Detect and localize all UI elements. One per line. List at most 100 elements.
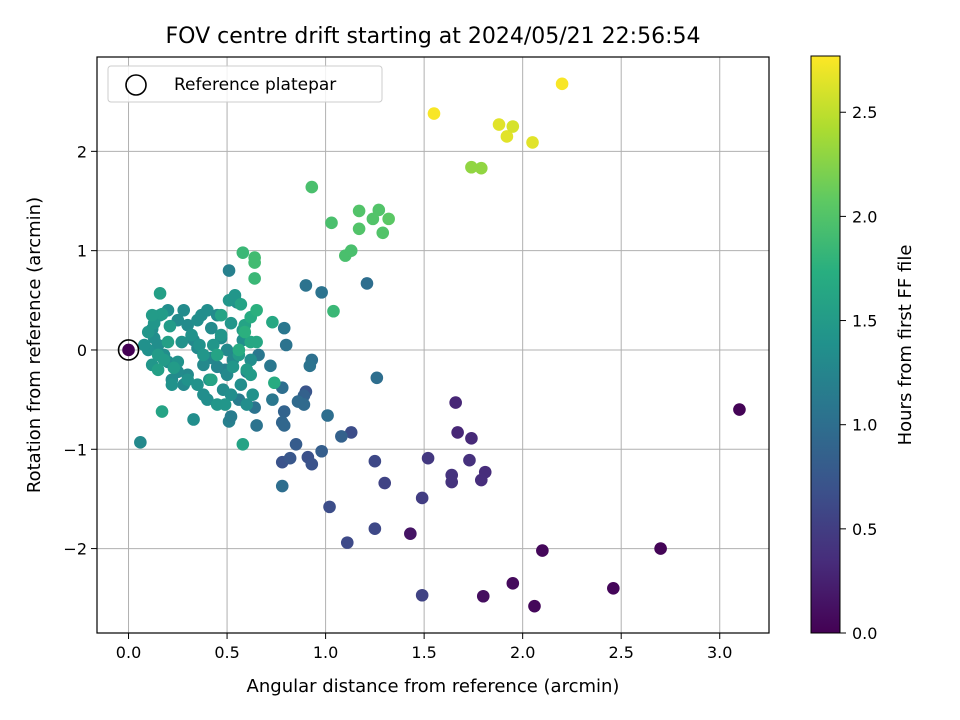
y-tick-label: 2	[77, 142, 87, 161]
x-tick-label: 1.0	[313, 643, 338, 662]
scatter-point	[368, 522, 382, 536]
colorbar-tick-label: 0.5	[852, 520, 877, 539]
scatter-point	[264, 359, 277, 373]
scatter-point	[352, 204, 366, 218]
scatter-point	[268, 376, 281, 390]
scatter-point	[191, 378, 204, 392]
x-tick-label: 3.0	[707, 643, 732, 662]
scatter-point	[275, 479, 289, 493]
scatter-point	[427, 107, 441, 120]
colorbar-tick-label: 1.5	[852, 312, 877, 331]
scatter-point	[474, 161, 488, 175]
scatter-point	[654, 542, 667, 555]
scatter-point	[246, 388, 259, 401]
scatter-point	[323, 500, 336, 514]
scatter-point	[449, 396, 462, 409]
scatter-point	[165, 378, 179, 392]
y-tick-label: −1	[63, 440, 87, 459]
scatter-point	[201, 393, 214, 406]
scatter-point	[315, 444, 328, 458]
scatter-point	[344, 426, 358, 439]
scatter-point	[141, 325, 155, 339]
legend: Reference platepar	[107, 65, 383, 103]
scatter-point	[303, 359, 317, 373]
scatter-point	[155, 307, 169, 321]
scatter-point	[366, 212, 380, 226]
scatter-point	[474, 473, 488, 487]
scatter-point	[289, 438, 303, 451]
scatter-point	[214, 328, 228, 342]
scatter-point	[240, 398, 254, 411]
scatter-point	[248, 272, 261, 285]
scatter-point	[224, 410, 238, 423]
scatter-point	[421, 451, 435, 465]
scatter-point	[218, 398, 232, 411]
scatter-point	[167, 361, 181, 375]
scatter-point	[197, 358, 210, 372]
scatter-point	[555, 77, 569, 91]
colorbar-tick-label: 0.0	[852, 624, 877, 643]
legend-box	[107, 65, 383, 103]
scatter-point	[234, 378, 248, 392]
reference-point	[122, 343, 135, 357]
scatter-point	[232, 343, 246, 357]
scatter-point	[201, 303, 214, 317]
legend-marker	[125, 74, 147, 96]
scatter-point	[506, 577, 520, 590]
scatter-point	[305, 457, 319, 471]
scatter-point	[297, 398, 311, 411]
scatter-point	[187, 413, 200, 426]
data-points	[122, 77, 746, 613]
x-axis-label: Angular distance from reference (arcmin)	[247, 676, 620, 697]
y-axis-ticks: −2 −1 0 1 2	[63, 142, 97, 559]
scatter-point	[266, 393, 279, 406]
scatter-point	[238, 325, 252, 339]
scatter-point	[536, 544, 549, 557]
scatter-point	[210, 348, 224, 362]
scatter-point	[305, 180, 319, 194]
scatter-point	[476, 589, 490, 603]
scatter-point	[368, 454, 382, 468]
scatter-point	[236, 438, 250, 451]
scatter-point	[145, 308, 159, 322]
y-tick-label: 1	[77, 242, 87, 261]
grid	[97, 57, 769, 633]
colorbar-gradient	[810, 55, 841, 634]
scatter-point	[220, 343, 234, 357]
scatter-point	[236, 246, 250, 259]
scatter-point	[370, 371, 384, 385]
colorbar: 0.0 0.5 1.0 1.5 2.0 2.5 Hours from first FF f…	[810, 55, 916, 643]
scatter-point	[279, 338, 293, 352]
y-tick-label: −2	[63, 540, 87, 559]
scatter-point	[151, 363, 165, 377]
scatter-point	[234, 297, 248, 311]
scatter-point	[415, 491, 429, 505]
scatter-point	[163, 319, 177, 333]
scatter-point	[206, 338, 220, 352]
scatter-point	[445, 475, 459, 489]
scatter-point	[224, 388, 238, 401]
scatter-point	[157, 353, 171, 367]
scatter-point	[137, 338, 151, 352]
scatter-point	[321, 409, 334, 422]
scatter-point	[376, 226, 390, 240]
scatter-point	[153, 287, 167, 300]
scatter-point	[277, 419, 291, 432]
scatter-point	[210, 360, 224, 374]
scatter-point	[404, 527, 417, 540]
x-tick-label: 0.0	[116, 643, 141, 662]
scatter-point	[244, 368, 258, 382]
scatter-point	[528, 599, 541, 613]
scatter-point	[175, 335, 189, 349]
scatter-point	[222, 264, 236, 277]
scatter-point	[250, 303, 263, 317]
scatter-point	[372, 203, 386, 217]
scatter-point	[299, 279, 313, 292]
scatter-point	[277, 321, 291, 335]
scatter-point	[325, 216, 338, 230]
colorbar-tick-label: 2.5	[852, 103, 877, 122]
scatter-point	[155, 405, 169, 418]
scatter-point	[193, 338, 206, 352]
scatter-point	[181, 373, 194, 387]
legend-label: Reference platepar	[174, 75, 336, 95]
